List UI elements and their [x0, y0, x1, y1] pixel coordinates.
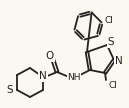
- Text: O: O: [46, 51, 54, 61]
- Text: NH: NH: [67, 72, 81, 82]
- Text: Cl: Cl: [109, 80, 117, 90]
- Text: S: S: [7, 85, 13, 95]
- Text: S: S: [108, 37, 114, 47]
- Text: Cl: Cl: [104, 16, 113, 25]
- Text: N: N: [39, 71, 47, 81]
- Text: N: N: [115, 56, 123, 66]
